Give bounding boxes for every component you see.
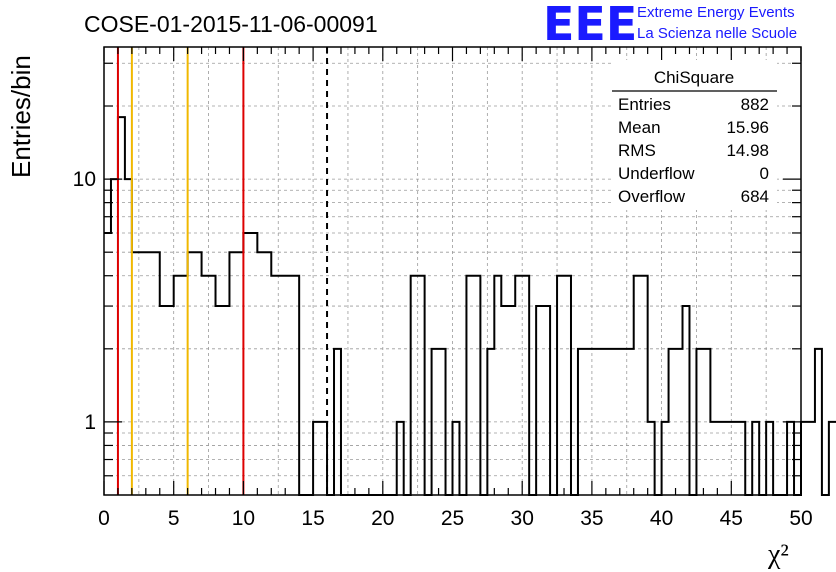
histogram-bin [564,276,571,495]
histogram-bin [257,252,264,495]
chart-title: COSE-01-2015-11-06-00091 [84,11,378,37]
stats-row-label: Overflow [618,187,686,206]
histogram-bin [202,276,209,495]
histogram-bin [501,306,508,495]
histogram-bin [250,233,257,495]
histogram-bin [181,276,188,495]
histogram-bin [139,252,146,495]
stats-row-label: RMS [618,141,656,160]
stats-row-value: 0 [760,164,769,183]
histogram-bin [125,179,132,495]
histogram-bin [494,276,501,495]
histogram-bin [815,349,822,495]
histogram-bin [188,252,195,495]
stats-row-value: 684 [741,187,769,206]
histogram-bin [536,306,543,495]
histogram-bin [264,252,271,495]
histogram-bin [634,276,641,495]
stats-box-rows: Entries 882 Mean 15.96 RMS 14.98 Underflow 0 Ove… [618,95,769,206]
y-tick-label: 1 [84,411,96,434]
x-tick-label: 10 [232,507,255,530]
stats-row-value: 882 [741,95,769,114]
histogram-bin [829,422,836,495]
x-axis-label: χ² [767,539,789,570]
histogram-bin [195,252,202,495]
histogram-bin [146,252,153,495]
histogram-bin [278,276,285,495]
x-tick-label: 25 [441,507,464,530]
stats-row-label: Entries [618,95,671,114]
histogram-bin [808,422,815,495]
histogram-bin [515,276,522,495]
histogram-bin [285,276,292,495]
histogram-bin [508,306,515,495]
reference-lines [116,47,329,495]
histogram-bin [111,179,118,495]
histogram-bin [167,306,174,495]
eee-logo-line1: Extreme Energy Events [637,4,795,21]
histogram-bin [522,276,529,495]
eee-logo: EEE Extreme Energy Events La Scienza nel… [543,0,797,51]
histogram-bin [132,252,139,495]
x-tick-label: 5 [168,507,180,530]
histogram-bin [104,233,111,495]
grid-lines [104,47,801,495]
histogram-bin [411,276,418,495]
histogram-bin [236,252,243,495]
histogram-bin [292,276,299,495]
histogram-bin [543,306,550,495]
histogram-bin [557,276,564,495]
histogram-bin [174,276,181,495]
x-tick-label: 20 [371,507,394,530]
stats-box-name: ChiSquare [654,68,734,87]
histogram-bin [229,252,236,495]
histogram-bin [801,422,808,495]
histogram-bin [216,306,223,495]
y-tick-label: 10 [73,168,96,191]
x-tick-label: 40 [650,507,673,530]
histogram-bin [153,252,160,495]
y-axis-ticks: 1 10 [73,62,801,477]
x-tick-label: 35 [580,507,603,530]
stats-box: ChiSquare Entries 882 Mean 15.96 RMS 14.98 Und… [612,60,777,210]
histogram-bin [466,276,473,495]
x-tick-label: 50 [789,507,812,530]
histogram-bin [418,276,425,495]
histogram-bin [473,276,480,495]
y-axis-label: Entries/bin [6,55,36,178]
x-tick-label: 0 [98,507,110,530]
eee-logo-mark: EEE [543,0,637,51]
stats-box-background [612,60,777,210]
histogram-bin [222,306,229,495]
histogram-bin [209,276,216,495]
x-tick-label: 30 [511,507,534,530]
stats-row-label: Mean [618,118,661,137]
x-axis-ticks: 0 5 10 15 20 25 30 35 40 45 50 [98,47,813,530]
histogram-bin [683,306,690,495]
histogram-bin [271,276,278,495]
histogram-bin [160,306,167,495]
stats-row-value: 15.96 [726,118,769,137]
histogram-bin [243,233,250,495]
eee-logo-line2: La Scienza nelle Scuole [637,25,797,42]
x-tick-label: 45 [720,507,743,530]
stats-row-label: Underflow [618,164,695,183]
histogram-bin [641,276,648,495]
x-tick-label: 15 [301,507,324,530]
stats-row-value: 14.98 [726,141,769,160]
